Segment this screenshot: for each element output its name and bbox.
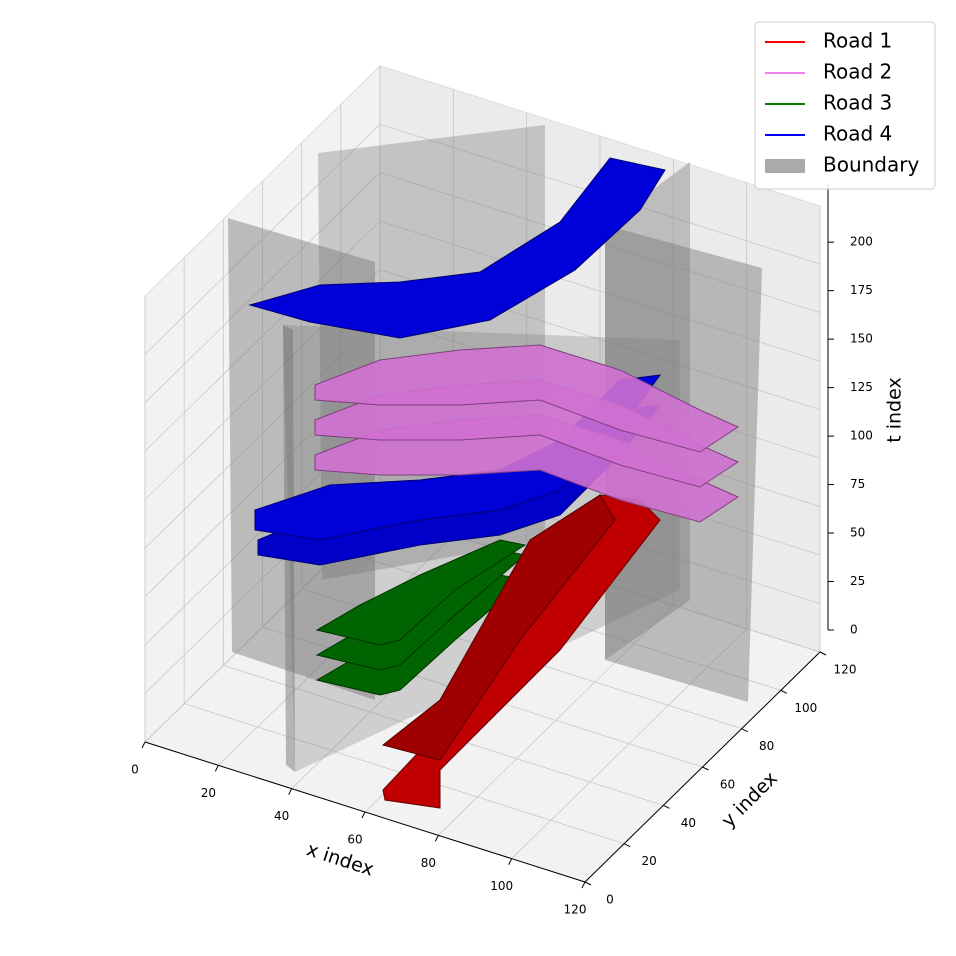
y-tick-label: 40 (681, 816, 696, 830)
tick-mark (288, 788, 293, 795)
x-tick-label: 0 (131, 763, 139, 777)
legend: Road 1 Road 2 Road 3 Road 4 Boundary (754, 21, 936, 190)
road-3 (315, 539, 527, 646)
grid-line (144, 220, 381, 452)
legend-swatch (765, 159, 805, 173)
y-tick-label: 80 (759, 739, 774, 753)
grid-line (144, 123, 381, 355)
y-tick-label: 20 (642, 854, 657, 868)
voxel-shapes (228, 125, 762, 809)
tick-mark (214, 765, 219, 772)
z-tick-label: 50 (850, 526, 865, 540)
z-tick-label: 200 (850, 235, 873, 249)
z-tick-label: 75 (850, 477, 865, 491)
z-tick-label: 175 (850, 283, 873, 297)
x-tick-label: 40 (274, 809, 289, 823)
road-4 (248, 157, 666, 339)
y-tick-label: 100 (794, 701, 817, 715)
legend-label: Road 2 (823, 60, 892, 84)
tick-mark (361, 811, 366, 819)
grid-line (144, 317, 381, 549)
grid-line (144, 172, 381, 403)
z-tick-label: 150 (850, 332, 873, 346)
x-tick-label: 80 (421, 856, 436, 870)
z-tick-label: 100 (850, 429, 873, 443)
boundary-plane (228, 218, 375, 700)
tick-mark (581, 881, 586, 889)
legend-label: Boundary (823, 153, 919, 177)
tick-mark (780, 689, 788, 694)
x-tick-label: 60 (347, 833, 362, 847)
z-tick-label: 125 (850, 380, 873, 394)
y-tick-label: 120 (834, 663, 857, 677)
x-tick-label: 120 (564, 903, 587, 917)
legend-label: Road 1 (823, 29, 892, 53)
x-tick-label: 20 (201, 786, 216, 800)
tick-mark (584, 881, 592, 886)
grid-line (379, 220, 821, 362)
axes: 0 20 40 60 80 100 120 0 20 40 60 80 100 120 0 25 50 75 100… (131, 184, 873, 917)
legend-box (754, 21, 936, 190)
tick-mark (663, 804, 670, 809)
tick-mark (434, 835, 439, 842)
y-tick-label: 0 (606, 893, 614, 907)
tick-mark (741, 728, 748, 733)
z-tick-label: 25 (850, 574, 865, 588)
tick-mark (141, 741, 146, 749)
x-axis-label: x index (304, 838, 377, 880)
legend-label: Road 4 (823, 122, 892, 146)
road-1 (381, 494, 616, 761)
z-axis-label: t index (884, 377, 906, 442)
tick-mark (702, 766, 709, 771)
y-tick-label: 60 (720, 778, 735, 792)
legend-label: Road 3 (823, 91, 892, 115)
tick-mark (819, 651, 827, 656)
road-2 (314, 344, 740, 453)
grid-line (144, 366, 381, 597)
tick-mark (508, 858, 513, 865)
x-tick-label: 100 (490, 879, 513, 893)
tick-mark (623, 843, 631, 848)
z-tick-label: 0 (850, 623, 858, 637)
